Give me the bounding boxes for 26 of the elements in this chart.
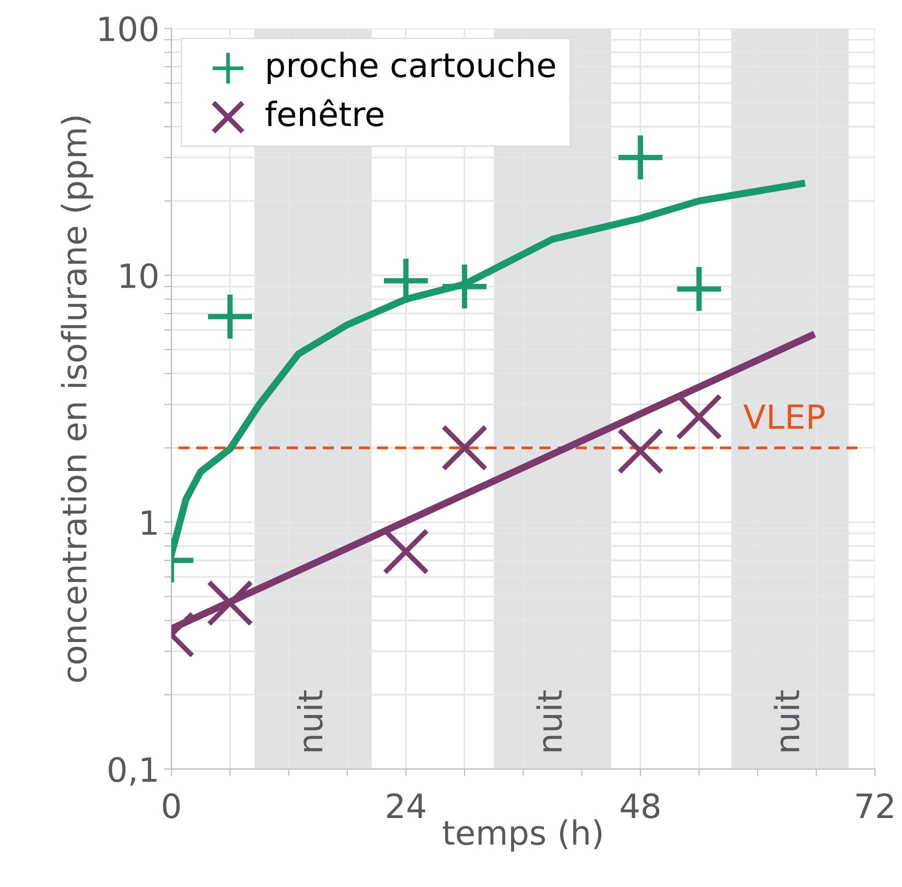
y-tick-label: 100	[100, 16, 158, 42]
x-tick-label: 72	[856, 793, 893, 818]
legend-label: proche cartouche	[268, 52, 556, 84]
point	[676, 394, 722, 440]
band-label: nuit	[296, 690, 323, 752]
point	[441, 424, 488, 472]
point	[382, 528, 430, 575]
y-axis-title: concentration en isoflurane (ppm)	[60, 116, 94, 682]
point	[442, 264, 486, 309]
point	[617, 428, 664, 474]
x-tick-label: 24	[387, 793, 426, 818]
point	[206, 580, 254, 626]
ref-line-label: VLEP	[743, 404, 825, 429]
legend-label: fenêtre	[265, 99, 384, 126]
x-tick-label: 48	[620, 793, 660, 818]
band-label: nuit	[774, 690, 800, 752]
y-tick-label: 0,1	[108, 756, 156, 786]
band-label: nuit	[536, 690, 562, 752]
y-tick-label: 10	[120, 263, 158, 288]
point	[208, 294, 252, 339]
point	[384, 258, 428, 303]
x-tick-label: 0	[162, 793, 180, 818]
point	[677, 267, 722, 311]
y-tick-label: 1	[142, 510, 156, 535]
point	[618, 136, 662, 180]
x-axis-title: temps (h)	[442, 819, 602, 852]
